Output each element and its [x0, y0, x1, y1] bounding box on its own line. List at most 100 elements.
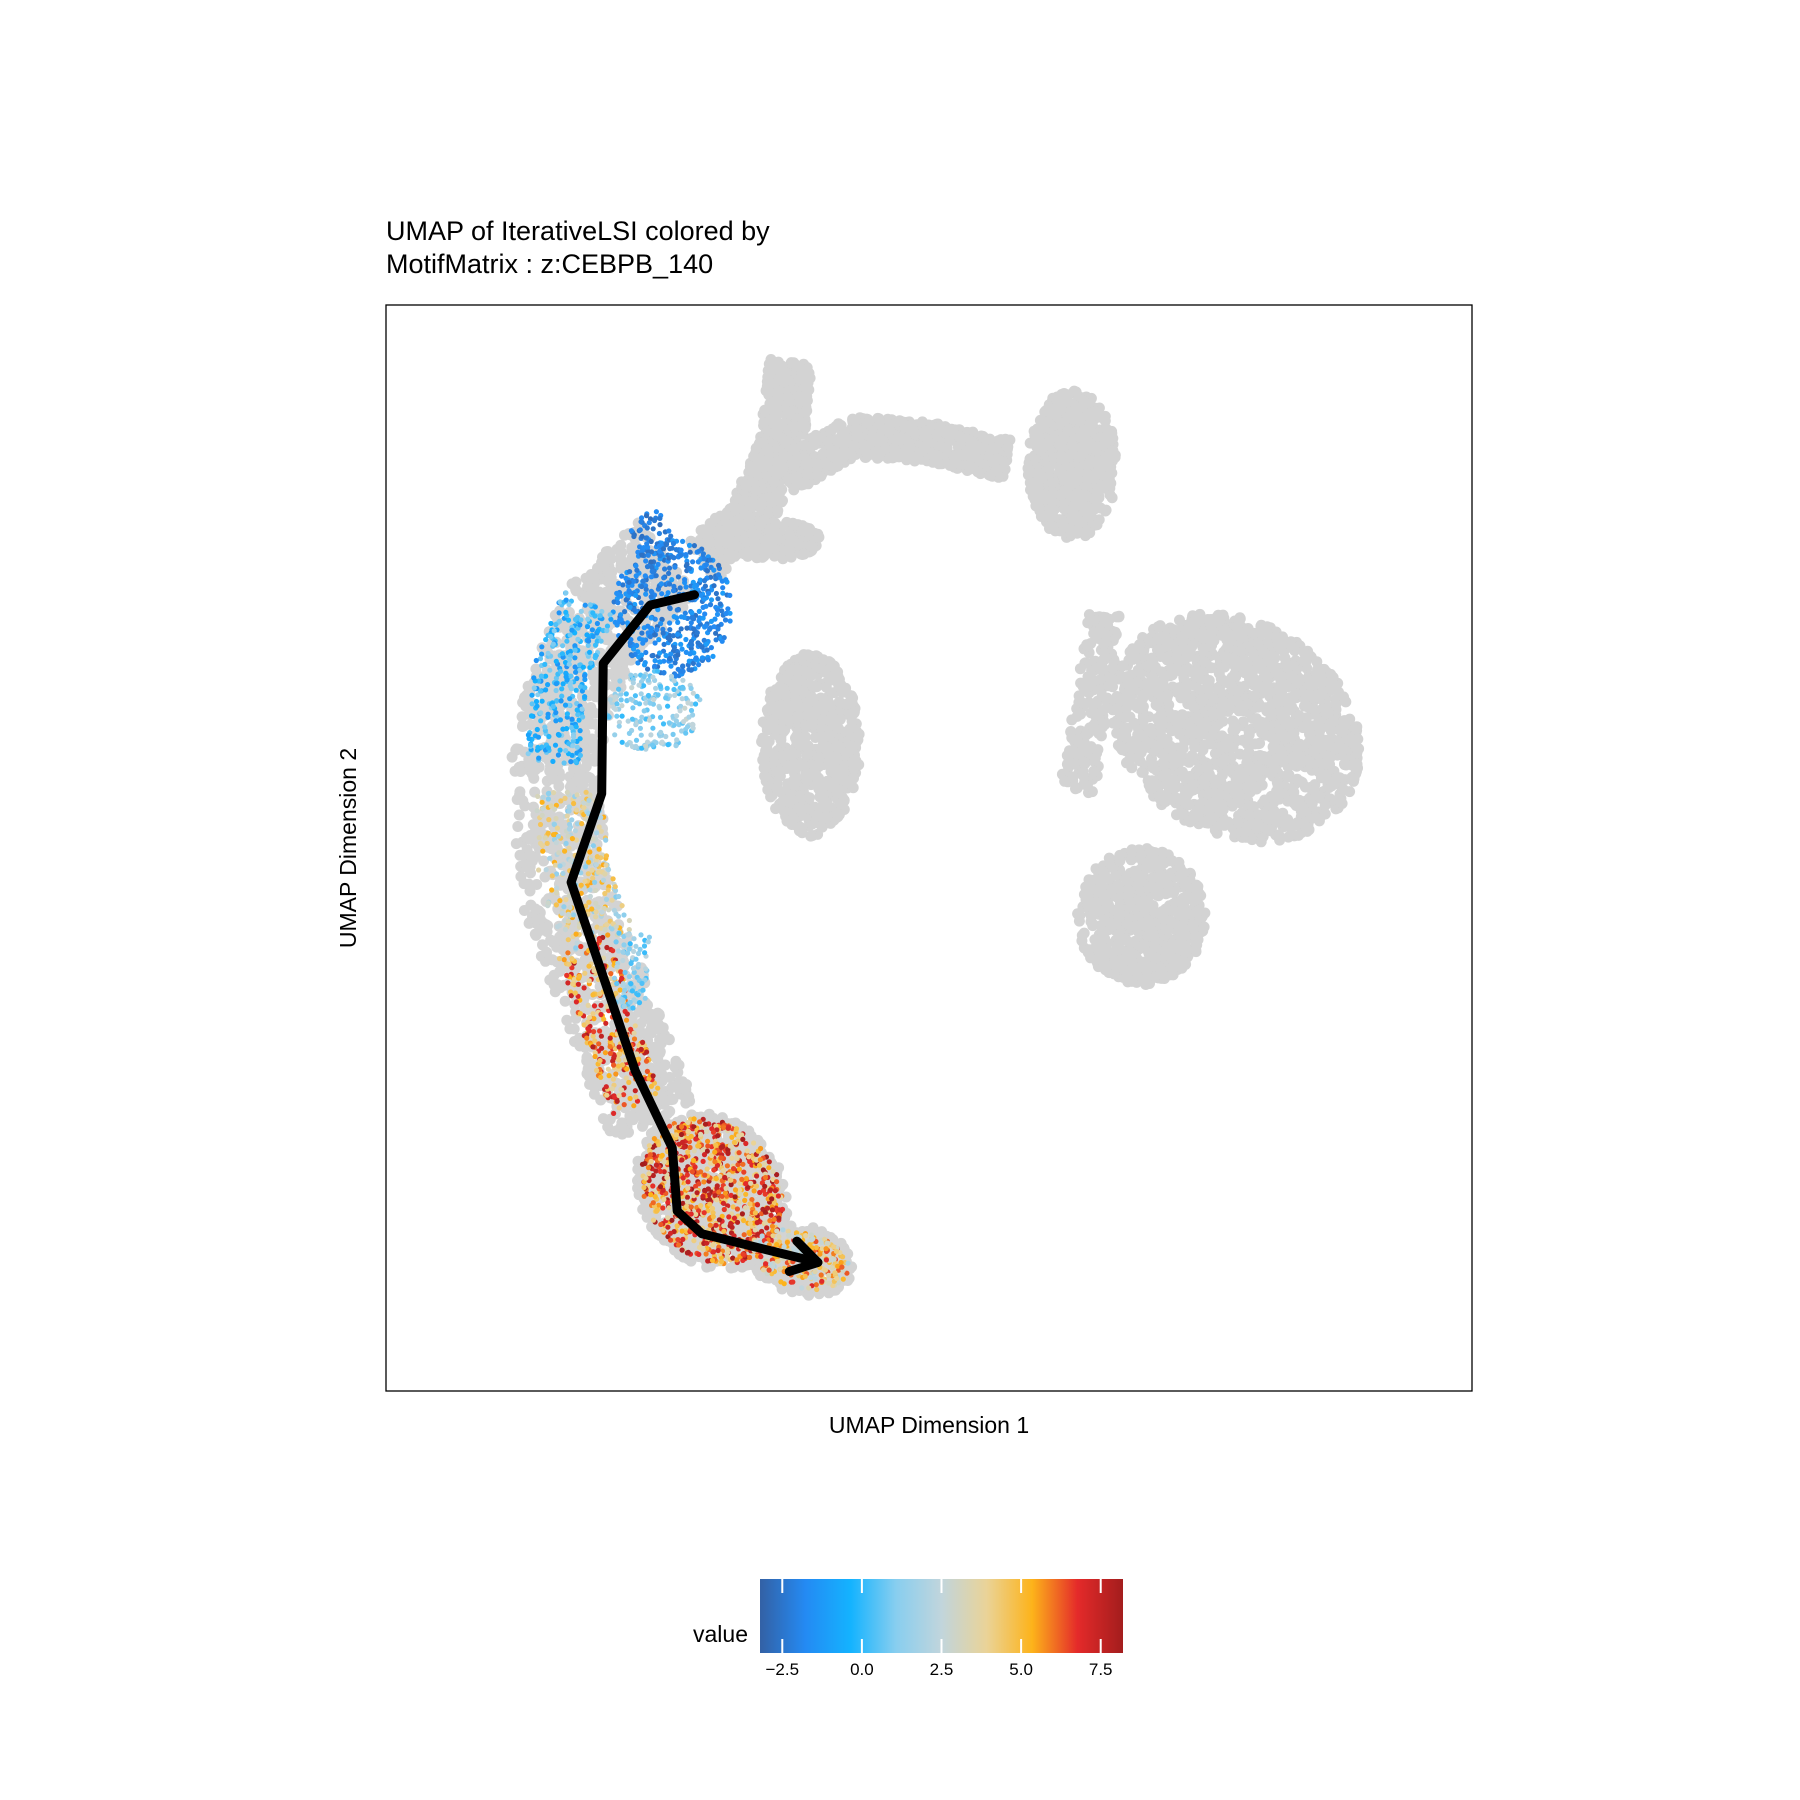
background-point: [1277, 756, 1289, 767]
background-point: [1256, 624, 1268, 635]
background-point: [862, 417, 874, 429]
background-point: [1217, 609, 1229, 621]
background-point: [773, 765, 785, 777]
background-point: [1243, 809, 1255, 821]
background-point: [1129, 865, 1140, 877]
background-point: [744, 461, 756, 473]
background-point: [1072, 466, 1084, 478]
background-point: [775, 734, 787, 746]
background-point: [1126, 762, 1138, 774]
background-point: [814, 432, 826, 444]
background-point: [780, 689, 791, 701]
background-point: [800, 382, 812, 394]
background-point: [1043, 462, 1055, 474]
background-point: [1093, 410, 1105, 422]
background-point: [1114, 741, 1126, 753]
background-point: [819, 695, 831, 707]
background-point: [1325, 682, 1337, 694]
background-point: [1273, 816, 1285, 828]
background-point: [1033, 496, 1045, 507]
background-point: [800, 720, 812, 732]
background-point: [1023, 466, 1035, 478]
background-point: [1235, 631, 1247, 643]
background-point: [1219, 754, 1231, 766]
background-point: [1224, 678, 1236, 690]
background-point: [805, 540, 817, 552]
background-point: [811, 809, 823, 821]
background-point: [1337, 726, 1349, 738]
background-point: [1042, 404, 1054, 415]
background-point: [1300, 656, 1312, 668]
background-point: [757, 437, 769, 449]
background-point: [1074, 451, 1086, 463]
background-point: [782, 749, 794, 761]
background-point: [784, 408, 796, 420]
background-point: [772, 505, 784, 516]
background-point: [1058, 431, 1070, 443]
background-point: [1120, 726, 1131, 738]
background-point: [1281, 681, 1293, 693]
background-point: [1256, 664, 1268, 676]
background-point: [1313, 720, 1324, 732]
background-point: [1091, 500, 1103, 512]
background-point: [1028, 487, 1040, 499]
background-point: [1059, 453, 1071, 465]
background-point: [1128, 678, 1140, 690]
background-point: [789, 443, 800, 455]
background-point: [1201, 804, 1213, 816]
background-point: [788, 484, 800, 496]
background-point: [765, 354, 777, 365]
background-point: [1199, 656, 1211, 668]
background-point: [1077, 400, 1088, 412]
background-point: [1055, 489, 1067, 501]
background-point: [1184, 647, 1196, 659]
background-point: [756, 498, 767, 510]
background-point: [1154, 644, 1166, 656]
background-point: [759, 770, 771, 782]
background-point: [1039, 510, 1051, 522]
background-point: [1284, 720, 1295, 732]
background-point: [1125, 854, 1137, 866]
background-point: [900, 434, 912, 446]
background-point: [1179, 735, 1191, 747]
background-point: [1154, 792, 1166, 804]
background-point: [798, 439, 810, 451]
background-point: [1183, 756, 1195, 768]
background-point: [1134, 920, 1146, 932]
background-point: [1157, 757, 1169, 769]
background-point: [1293, 710, 1305, 721]
background-point: [1043, 434, 1055, 446]
background-point: [766, 378, 778, 389]
background-point: [1142, 660, 1154, 672]
background-point: [877, 424, 889, 435]
background-point: [1165, 951, 1177, 963]
background-point: [1294, 673, 1306, 685]
background-point: [801, 774, 813, 786]
background-point: [787, 664, 799, 676]
background-point: [1174, 614, 1185, 626]
background-point: [810, 458, 822, 470]
background-point: [1092, 485, 1104, 497]
background-point: [1090, 444, 1102, 456]
background-point: [767, 748, 779, 760]
background-point: [984, 469, 996, 481]
background-point: [1200, 719, 1212, 731]
background-point: [1260, 729, 1272, 741]
chart-title-line-2: MotifMatrix : z:CEBPB_140: [386, 249, 713, 279]
background-point: [1334, 795, 1346, 807]
background-point: [852, 424, 863, 436]
background-point: [1282, 831, 1294, 843]
background-point: [945, 429, 957, 441]
background-point: [966, 452, 978, 464]
background-point: [1187, 617, 1199, 629]
background-point: [766, 397, 778, 409]
background-point: [1104, 462, 1115, 474]
background-point: [792, 710, 804, 722]
background-point: [1273, 829, 1285, 841]
background-point: [1183, 799, 1195, 811]
background-point: [790, 453, 802, 465]
background-point: [1195, 673, 1206, 685]
background-point: [1132, 664, 1144, 676]
background-point: [1084, 527, 1096, 539]
background-point: [1327, 715, 1339, 727]
